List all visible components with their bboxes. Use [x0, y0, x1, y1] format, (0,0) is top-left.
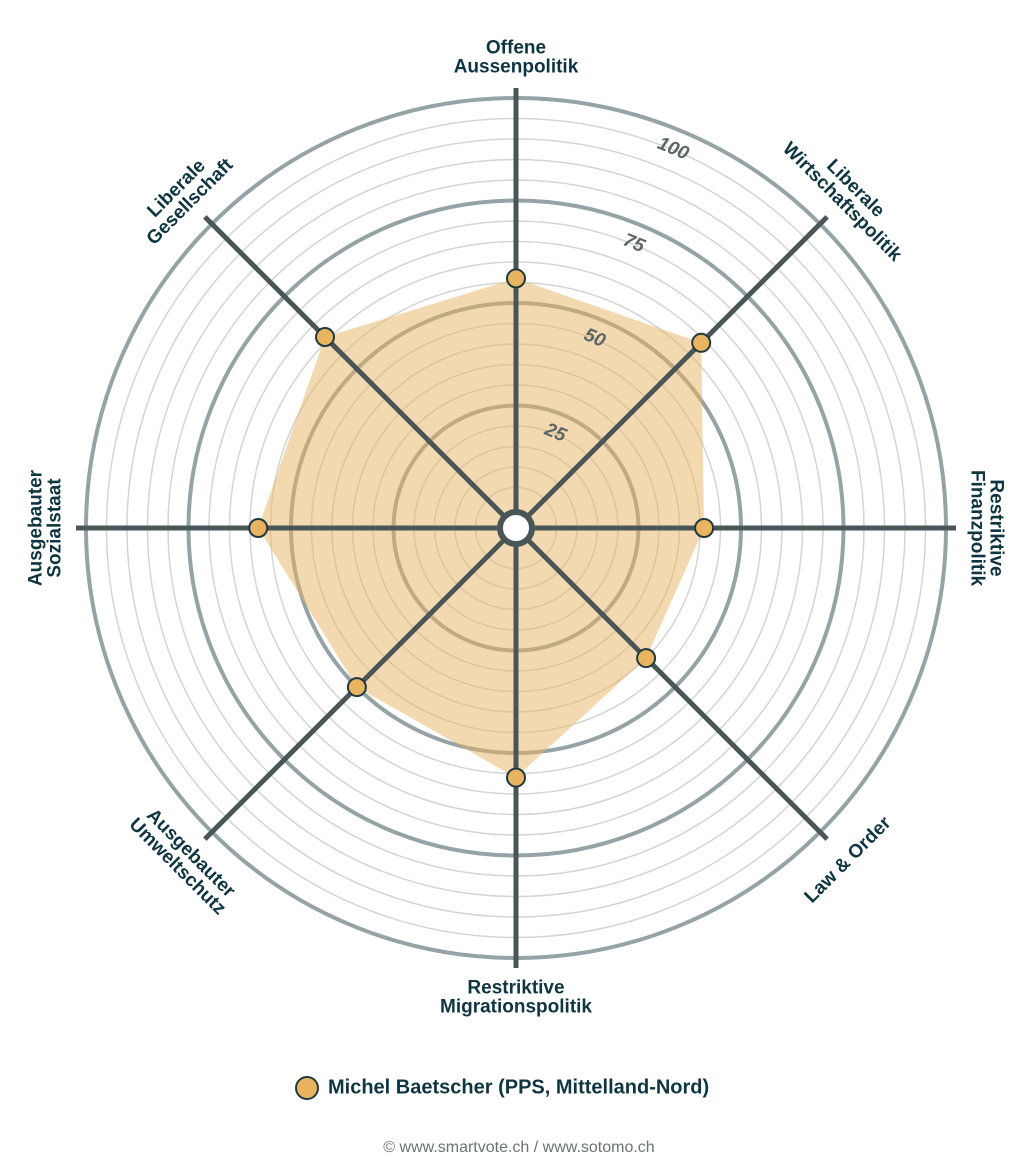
- category-label: Restriktive Migrationspolitik: [440, 978, 592, 1018]
- center: [497, 509, 535, 547]
- category-label: AusgebauterSozialstaat: [26, 469, 66, 586]
- tick-label: 75: [620, 230, 648, 258]
- point: [506, 268, 526, 289]
- axes: [76, 88, 956, 968]
- axis-line: [203, 215, 518, 530]
- source: © www.smartvote.ch / www.sotomo.ch: [383, 1139, 654, 1156]
- tick-label: 100: [654, 133, 692, 165]
- point: [346, 677, 367, 698]
- legend-label: Michel Baetscher (PPS, Mittelland-Nord): [328, 1076, 709, 1098]
- category-label: RestriktiveFinanzpolitik: [966, 470, 1006, 587]
- point: [691, 332, 712, 353]
- legend-swatch: [295, 1076, 319, 1100]
- point: [315, 327, 336, 348]
- axis-line: [514, 526, 829, 841]
- point: [248, 518, 269, 538]
- marks: [248, 268, 715, 788]
- category-label: Offene Aussenpolitik: [454, 38, 579, 78]
- point: [694, 518, 715, 538]
- point: [506, 767, 526, 788]
- axis-line: [514, 215, 829, 530]
- point: [636, 648, 657, 669]
